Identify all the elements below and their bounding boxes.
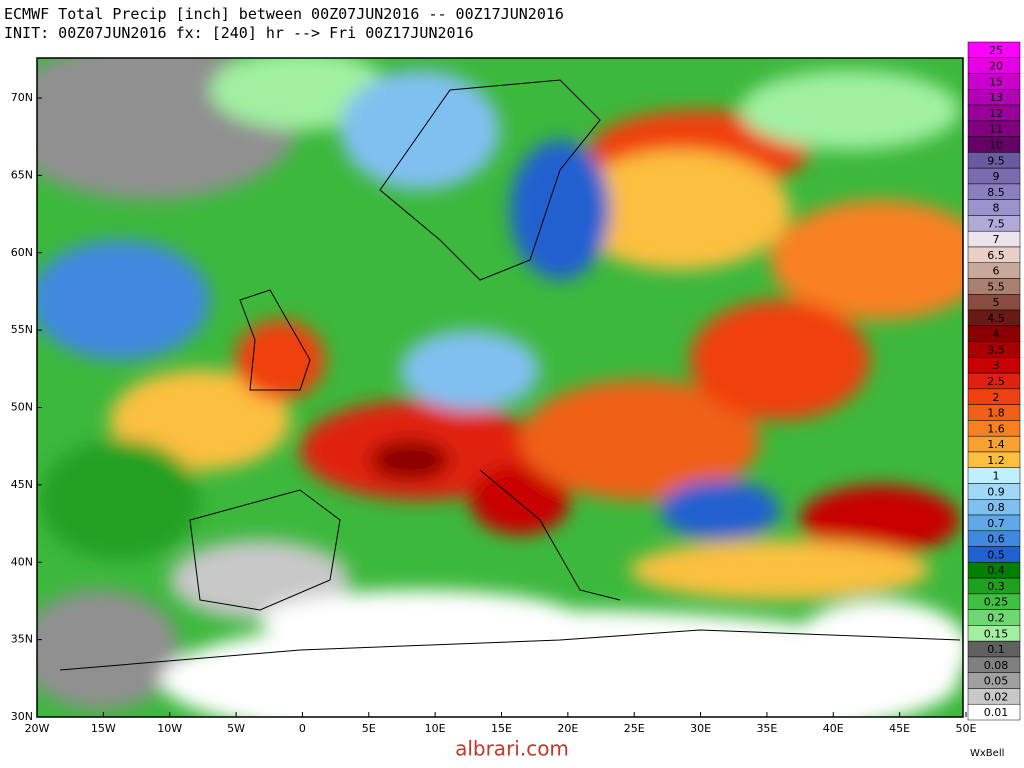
lat-label: 55N bbox=[11, 323, 33, 336]
lat-label: 50N bbox=[11, 401, 33, 414]
colorbar-swatch bbox=[967, 703, 1021, 721]
lat-label: 45N bbox=[11, 478, 33, 491]
credit: WxBell bbox=[970, 748, 1004, 759]
colorbar-label: 6 bbox=[993, 265, 1000, 278]
lon-label: 30E bbox=[690, 722, 711, 735]
lat-label: 35N bbox=[11, 633, 33, 646]
subtitle: INIT: 00Z07JUN2016 fx: [240] hr --> Fri … bbox=[4, 24, 474, 42]
colorbar-label: 0.05 bbox=[984, 675, 1009, 688]
map-frame bbox=[36, 57, 964, 718]
colorbar-label: 5.5 bbox=[987, 280, 1005, 293]
colorbar-label: 0.5 bbox=[987, 548, 1005, 561]
colorbar-label: 4 bbox=[993, 328, 1000, 341]
lon-label: 45E bbox=[889, 722, 910, 735]
lon-label: 10W bbox=[157, 722, 182, 735]
colorbar-label: 1.4 bbox=[987, 438, 1005, 451]
colorbar-label: 9 bbox=[993, 170, 1000, 183]
colorbar-label: 7.5 bbox=[987, 217, 1005, 230]
lon-label: 20W bbox=[25, 722, 50, 735]
colorbar-label: 0.01 bbox=[984, 706, 1009, 719]
watermark: albrari.com bbox=[455, 737, 569, 761]
colorbar-label: 0.1 bbox=[987, 643, 1005, 656]
colorbar-label: 0.4 bbox=[987, 564, 1005, 577]
colorbar-label: 3 bbox=[993, 359, 1000, 372]
colorbar-label: 9.5 bbox=[987, 154, 1005, 167]
colorbar-label: 8 bbox=[993, 202, 1000, 215]
colorbar-label: 0.7 bbox=[987, 517, 1005, 530]
lon-label: 20E bbox=[557, 722, 578, 735]
colorbar-label: 0.6 bbox=[987, 533, 1005, 546]
colorbar-label: 12 bbox=[989, 107, 1003, 120]
lon-label: 15W bbox=[91, 722, 116, 735]
colorbar-label: 0.3 bbox=[987, 580, 1005, 593]
colorbar-label: 10 bbox=[989, 138, 1003, 151]
colorbar-label: 2 bbox=[993, 391, 1000, 404]
colorbar-label: 0.25 bbox=[984, 596, 1009, 609]
colorbar-label: 25 bbox=[989, 44, 1003, 57]
lon-label: 0 bbox=[299, 722, 306, 735]
colorbar-label: 1 bbox=[993, 470, 1000, 483]
lon-label: 25E bbox=[624, 722, 645, 735]
lon-label: 15E bbox=[491, 722, 512, 735]
colorbar-label: 1.6 bbox=[987, 422, 1005, 435]
precip-map bbox=[37, 58, 963, 717]
colorbar-label: 0.02 bbox=[984, 690, 1009, 703]
colorbar-label: 0.15 bbox=[984, 627, 1009, 640]
colorbar-label: 1.8 bbox=[987, 407, 1005, 420]
lat-label: 70N bbox=[11, 91, 33, 104]
colorbar-label: 4.5 bbox=[987, 312, 1005, 325]
colorbar-label: 6.5 bbox=[987, 249, 1005, 262]
lon-label: 5E bbox=[362, 722, 376, 735]
lon-label: 35E bbox=[756, 722, 777, 735]
lat-label: 30N bbox=[11, 710, 33, 723]
colorbar-label: 11 bbox=[989, 123, 1003, 136]
lon-label: 5W bbox=[227, 722, 245, 735]
colorbar-label: 13 bbox=[989, 91, 1003, 104]
colorbar-label: 15 bbox=[989, 75, 1003, 88]
colorbar-label: 0.08 bbox=[984, 659, 1009, 672]
colorbar-label: 2.5 bbox=[987, 375, 1005, 388]
colorbar-label: 1.2 bbox=[987, 454, 1005, 467]
colorbar-label: 3.5 bbox=[987, 343, 1005, 356]
lon-label: 40E bbox=[823, 722, 844, 735]
colorbar-label: 7 bbox=[993, 233, 1000, 246]
colorbar-label: 0.2 bbox=[987, 612, 1005, 625]
lon-label: 10E bbox=[425, 722, 446, 735]
lat-label: 65N bbox=[11, 168, 33, 181]
colorbar-label: 8.5 bbox=[987, 186, 1005, 199]
title: ECMWF Total Precip [inch] between 00Z07J… bbox=[4, 5, 564, 23]
colorbar-label: 0.8 bbox=[987, 501, 1005, 514]
lat-label: 40N bbox=[11, 555, 33, 568]
colorbar-label: 20 bbox=[989, 60, 1003, 73]
colorbar-label: 0.9 bbox=[987, 485, 1005, 498]
lon-label: 50E bbox=[956, 722, 977, 735]
lat-label: 60N bbox=[11, 246, 33, 259]
colorbar-label: 5 bbox=[993, 296, 1000, 309]
